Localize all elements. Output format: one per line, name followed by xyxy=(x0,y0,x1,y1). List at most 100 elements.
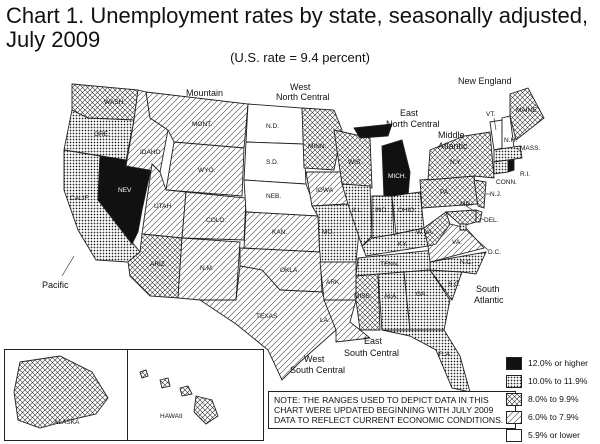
label-ala: ALA. xyxy=(384,293,398,300)
label-nj: N.J. xyxy=(490,191,502,198)
label-nc: N.C. xyxy=(460,259,473,266)
state-wyo xyxy=(165,141,245,197)
label-dc: D.C. xyxy=(488,249,501,256)
label-wyo: WYO. xyxy=(198,167,216,174)
legend-item: 6.0% to 7.9% xyxy=(506,408,598,426)
label-ohio: OHIO xyxy=(398,207,415,214)
label-md: MD. xyxy=(460,201,472,208)
label-ark: ARK. xyxy=(326,279,341,286)
leader-pacific xyxy=(61,255,75,277)
label-ny: N.Y. xyxy=(450,159,462,166)
hawaii-island-1 xyxy=(139,369,149,379)
swatch-fill xyxy=(507,429,521,441)
legend-item: 8.0% to 9.9% xyxy=(506,390,598,408)
region-enc-2: North Central xyxy=(386,119,440,129)
label-wash: WASH. xyxy=(104,99,125,106)
label-ind: IND. xyxy=(375,207,388,214)
label-tenn: TENN. xyxy=(380,261,400,268)
label-utah: UTAH xyxy=(154,203,172,210)
swatch-fill xyxy=(507,375,521,387)
state-vt xyxy=(489,119,503,151)
label-texas: TEXAS xyxy=(256,313,278,320)
legend-label: 10.0% to 11.9% xyxy=(528,376,588,386)
label-nh: N.H. xyxy=(504,137,517,144)
label-maine: MAINE xyxy=(516,107,537,114)
label-miss: MISS. xyxy=(354,293,372,300)
state-fla xyxy=(381,329,471,393)
label-mass: MASS. xyxy=(520,145,540,152)
label-minn: MINN. xyxy=(308,143,327,150)
label-iowa: IOWA xyxy=(316,187,334,194)
region-new-england: New England xyxy=(458,76,512,86)
chart-title: Chart 1. Unemployment rates by state, se… xyxy=(6,4,588,52)
region-labels: Mountain West North Central East North C… xyxy=(42,76,512,375)
legend-item: 5.9% or lower xyxy=(506,426,598,444)
legend-swatch-diag xyxy=(506,410,522,424)
state-mass xyxy=(493,145,523,163)
region-sa-2: Atlantic xyxy=(474,295,504,305)
state-del xyxy=(475,209,483,223)
label-ri: R.I. xyxy=(520,171,530,178)
leader-md xyxy=(465,205,477,213)
region-pacific: Pacific xyxy=(42,280,69,290)
state-ri xyxy=(507,159,515,173)
state-ind xyxy=(371,195,395,239)
state-texas xyxy=(198,265,337,381)
label-nd: N.D. xyxy=(266,123,279,130)
leader-lines xyxy=(61,117,523,277)
region-mountain: Mountain xyxy=(186,88,223,98)
label-idaho: IDAHO xyxy=(140,149,161,156)
label-fla: FLA. xyxy=(438,351,452,358)
region-wnc-1: West xyxy=(290,82,311,92)
title-line-2: July 2009 xyxy=(6,27,101,52)
legend-label: 12.0% or higher xyxy=(528,358,589,368)
title-line-1: Chart 1. Unemployment rates by state, se… xyxy=(6,3,589,28)
label-pa: PA. xyxy=(440,189,450,196)
label-kan: KAN. xyxy=(272,229,287,236)
leader-del xyxy=(479,217,485,221)
label-ariz: ARIZ. xyxy=(150,261,167,268)
state-conn xyxy=(493,159,509,175)
label-neb: NEB. xyxy=(266,193,281,200)
label-la: LA. xyxy=(320,317,330,324)
label-calif: CALIF. xyxy=(70,195,90,202)
swatch-fill xyxy=(507,357,521,369)
label-mont: MONT. xyxy=(192,121,212,128)
label-ill: ILL. xyxy=(352,207,363,214)
label-wis: WIS. xyxy=(348,159,362,166)
swatch-fill xyxy=(507,411,521,423)
state-ore xyxy=(63,109,135,161)
state-ny xyxy=(427,131,495,181)
label-sc: S.C. xyxy=(448,281,461,288)
label-okla: OKLA. xyxy=(280,267,299,274)
region-enc-1: East xyxy=(400,108,419,118)
legend-swatch-cross xyxy=(506,392,522,406)
state-maine xyxy=(509,87,545,141)
legend-swatch-white xyxy=(506,428,522,442)
region-esc-1: East xyxy=(364,336,383,346)
us-rate-subtitle: (U.S. rate = 9.4 percent) xyxy=(230,50,370,65)
label-del: DEL. xyxy=(484,217,499,224)
state-dc xyxy=(459,223,467,231)
label-ky: KY. xyxy=(398,241,408,248)
swatch-fill xyxy=(507,393,521,405)
state-miss xyxy=(355,273,381,331)
state-hawaii xyxy=(139,369,219,425)
region-wsc-1: West xyxy=(304,354,325,364)
legend-label: 5.9% or lower xyxy=(528,430,580,440)
label-mich: MICH. xyxy=(388,173,407,180)
label-alaska: ALASKA xyxy=(54,419,80,426)
label-colo: COLO. xyxy=(206,217,226,224)
region-wnc-2: North Central xyxy=(276,92,330,102)
legend-item: 12.0% or higher xyxy=(506,354,598,372)
legend-label: 8.0% to 9.9% xyxy=(528,394,579,404)
label-conn: CONN. xyxy=(496,179,517,186)
state-colo xyxy=(181,191,247,241)
legend-item: 10.0% to 11.9% xyxy=(506,372,598,390)
hawaii-island-3 xyxy=(179,385,193,397)
inset-divider xyxy=(127,350,128,440)
label-mo: MO. xyxy=(322,229,334,236)
label-nm: N.M. xyxy=(200,265,214,272)
state-nc xyxy=(429,251,487,275)
legend-label: 6.0% to 7.9% xyxy=(528,412,579,422)
